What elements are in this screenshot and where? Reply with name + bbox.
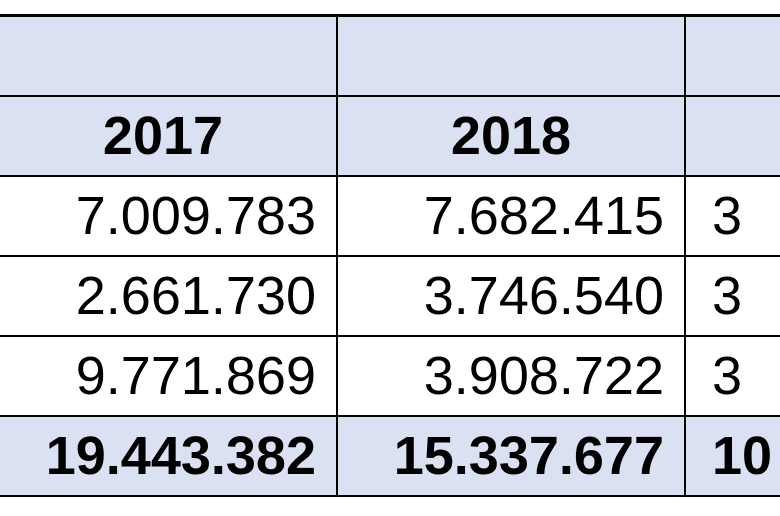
total-row: 19.443.382 15.337.677 10 — [0, 414, 780, 497]
table-cell-partial: 3 — [684, 254, 780, 337]
table-row: 9.771.869 3.908.722 3 — [0, 334, 780, 417]
table-cell: 9.771.869 — [0, 334, 338, 417]
table-row: 7.009.783 7.682.415 3 — [0, 174, 780, 257]
header-blank-cell — [0, 14, 338, 97]
table-cell-partial: 3 — [684, 334, 780, 417]
table-cell: 2.661.730 — [0, 254, 338, 337]
table-cell: 3.908.722 — [336, 334, 686, 417]
total-cell: 19.443.382 — [0, 414, 338, 497]
header-blank-cell — [336, 14, 686, 97]
year-header-partial — [684, 94, 780, 177]
year-header-2017: 2017 — [0, 94, 338, 177]
header-blank-row — [0, 14, 780, 97]
year-header-2018: 2018 — [336, 94, 686, 177]
table-cell: 3.746.540 — [336, 254, 686, 337]
header-year-row: 2017 2018 — [0, 94, 780, 177]
data-table: 2017 2018 7.009.783 7.682.415 3 2.661.73… — [0, 14, 780, 497]
header-blank-cell — [684, 14, 780, 97]
table-cell: 7.009.783 — [0, 174, 338, 257]
total-cell-partial: 10 — [684, 414, 780, 497]
table-cell: 7.682.415 — [336, 174, 686, 257]
total-cell: 15.337.677 — [336, 414, 686, 497]
table-row: 2.661.730 3.746.540 3 — [0, 254, 780, 337]
table-cell-partial: 3 — [684, 174, 780, 257]
